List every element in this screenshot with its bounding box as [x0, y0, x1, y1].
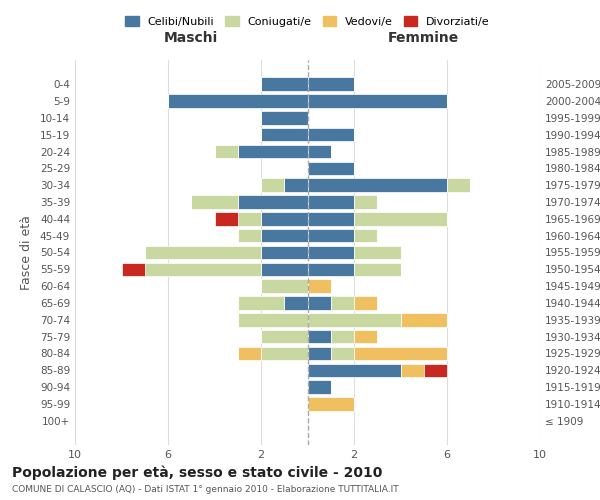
- Bar: [168, 94, 308, 108]
- Bar: [308, 346, 331, 360]
- Bar: [308, 229, 354, 242]
- Bar: [261, 262, 308, 276]
- Legend: Celibi/Nubili, Coniugati/e, Vedovi/e, Divorziati/e: Celibi/Nubili, Coniugati/e, Vedovi/e, Di…: [121, 12, 494, 32]
- Bar: [238, 229, 261, 242]
- Bar: [238, 346, 261, 360]
- Bar: [238, 296, 284, 310]
- Bar: [261, 229, 308, 242]
- Bar: [308, 262, 354, 276]
- Bar: [354, 246, 401, 259]
- Text: Femmine: Femmine: [388, 30, 460, 44]
- Bar: [447, 178, 470, 192]
- Bar: [354, 296, 377, 310]
- Bar: [308, 364, 401, 377]
- Bar: [354, 196, 377, 209]
- Bar: [331, 330, 354, 344]
- Bar: [354, 262, 401, 276]
- Bar: [354, 229, 377, 242]
- Bar: [238, 313, 308, 326]
- Bar: [145, 246, 261, 259]
- Bar: [354, 212, 447, 226]
- Bar: [331, 346, 354, 360]
- Bar: [284, 296, 308, 310]
- Bar: [261, 246, 308, 259]
- Bar: [238, 212, 261, 226]
- Bar: [261, 330, 308, 344]
- Bar: [215, 145, 238, 158]
- Bar: [401, 313, 447, 326]
- Bar: [238, 145, 308, 158]
- Bar: [261, 280, 308, 293]
- Bar: [308, 330, 331, 344]
- Text: Maschi: Maschi: [164, 30, 218, 44]
- Bar: [308, 397, 354, 410]
- Text: Popolazione per età, sesso e stato civile - 2010: Popolazione per età, sesso e stato civil…: [12, 465, 382, 479]
- Y-axis label: Fasce di età: Fasce di età: [20, 215, 33, 290]
- Bar: [308, 313, 401, 326]
- Bar: [121, 262, 145, 276]
- Bar: [354, 330, 377, 344]
- Bar: [261, 128, 308, 141]
- Bar: [308, 380, 331, 394]
- Bar: [308, 280, 331, 293]
- Bar: [261, 111, 308, 124]
- Bar: [191, 196, 238, 209]
- Bar: [424, 364, 447, 377]
- Bar: [261, 78, 308, 91]
- Text: COMUNE DI CALASCIO (AQ) - Dati ISTAT 1° gennaio 2010 - Elaborazione TUTTITALIA.I: COMUNE DI CALASCIO (AQ) - Dati ISTAT 1° …: [12, 485, 398, 494]
- Bar: [308, 94, 447, 108]
- Bar: [284, 178, 308, 192]
- Bar: [331, 296, 354, 310]
- Bar: [308, 296, 331, 310]
- Bar: [308, 78, 354, 91]
- Bar: [354, 346, 447, 360]
- Bar: [308, 162, 354, 175]
- Bar: [308, 246, 354, 259]
- Bar: [308, 145, 331, 158]
- Bar: [145, 262, 261, 276]
- Bar: [308, 212, 354, 226]
- Bar: [261, 178, 284, 192]
- Bar: [401, 364, 424, 377]
- Bar: [308, 178, 447, 192]
- Bar: [215, 212, 238, 226]
- Bar: [308, 128, 354, 141]
- Bar: [308, 196, 354, 209]
- Bar: [238, 196, 308, 209]
- Bar: [261, 346, 308, 360]
- Bar: [261, 212, 308, 226]
